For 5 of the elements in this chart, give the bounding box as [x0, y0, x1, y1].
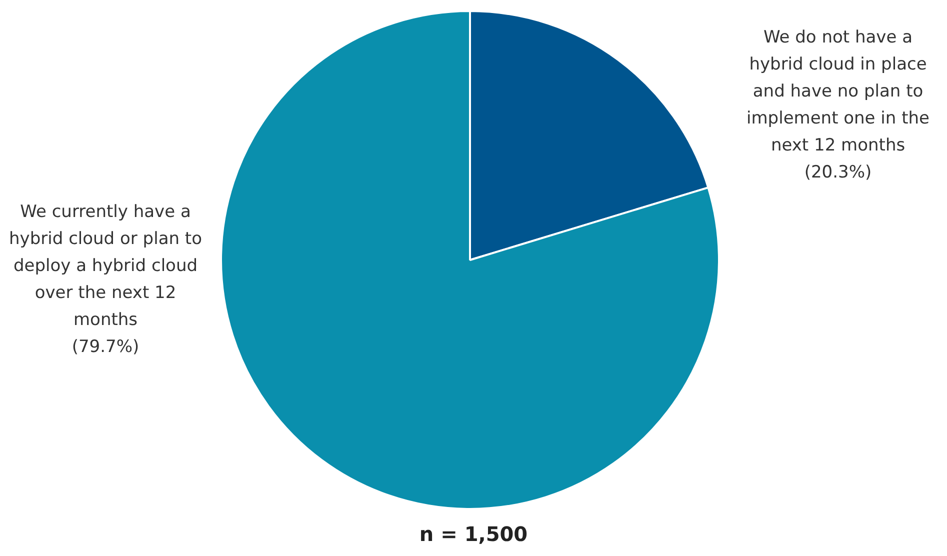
slice-label: We do not have a hybrid cloud in place and have no plan to implement one in the next 12 months	[746, 28, 930, 156]
slice-label: We currently have a hybrid cloud or plan to deploy a hybrid cloud over the next 12 months	[9, 202, 202, 330]
data-label: (20.3%)	[804, 162, 872, 183]
data-label: (79.7%)	[72, 336, 140, 357]
text: n = 1,500	[418, 522, 529, 546]
